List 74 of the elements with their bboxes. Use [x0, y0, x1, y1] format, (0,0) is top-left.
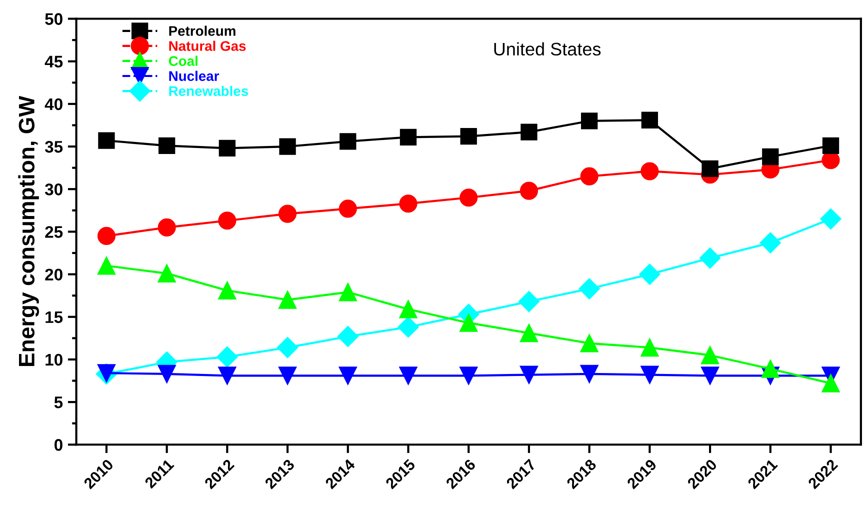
point: [340, 133, 356, 150]
point: [580, 112, 598, 130]
point: [278, 366, 297, 385]
point: [98, 132, 115, 149]
point: [460, 314, 478, 332]
point: [158, 364, 176, 383]
point: [400, 128, 417, 146]
point: [580, 167, 598, 186]
point: [580, 334, 598, 352]
y-tick-label: 30: [44, 184, 62, 196]
point: [338, 200, 357, 218]
y-tick-label: 15: [46, 311, 63, 324]
point: [398, 316, 419, 338]
text: United States: [494, 42, 601, 56]
y-tick-label: 35: [44, 140, 63, 153]
point: [639, 264, 660, 285]
y-tick-label: 5: [54, 396, 63, 408]
point: [820, 208, 842, 230]
point: [279, 138, 296, 155]
point: [580, 364, 598, 383]
point: [399, 366, 418, 385]
point: [762, 148, 779, 166]
point: [518, 291, 540, 312]
point: [218, 366, 236, 385]
point: [97, 226, 116, 245]
point: [278, 290, 297, 309]
point: [460, 188, 478, 207]
point: [700, 248, 721, 269]
point: [640, 366, 659, 384]
point: [218, 212, 236, 230]
point: [640, 338, 659, 357]
point: [218, 140, 236, 157]
point: [277, 337, 298, 358]
y-tick-label: 25: [45, 226, 63, 238]
point: [97, 256, 116, 275]
point: [399, 194, 418, 213]
point: [460, 128, 477, 145]
point: [520, 124, 538, 140]
point: [640, 162, 659, 180]
point: [520, 366, 538, 384]
point: [760, 232, 781, 254]
y-tick-label: 20: [45, 268, 62, 280]
legend-label: Renewables: [169, 86, 248, 96]
point: [218, 281, 236, 300]
point: [158, 218, 176, 236]
y-tick-label: 0: [54, 439, 62, 451]
point: [460, 366, 478, 385]
point: [338, 283, 357, 302]
point: [158, 264, 176, 282]
point: [520, 324, 538, 342]
y-tick-label: 45: [44, 56, 63, 68]
point: [338, 366, 357, 385]
point: [278, 204, 297, 223]
point: [702, 160, 718, 178]
point: [578, 278, 600, 300]
legend-label: Petroleum: [169, 26, 236, 36]
legend-label: Natural Gas: [169, 40, 246, 51]
point: [158, 137, 176, 154]
y-tick-label: 10: [46, 354, 62, 366]
y-axis-title: Energy consumption, GW: [18, 96, 40, 366]
legend-label: Nuclear: [169, 70, 220, 81]
point: [761, 360, 780, 378]
point: [399, 300, 418, 318]
y-tick-label: 40: [44, 98, 62, 110]
point: [701, 366, 720, 385]
point: [337, 326, 358, 347]
point: [822, 374, 840, 392]
point: [822, 137, 840, 154]
point: [216, 346, 238, 368]
point: [641, 112, 658, 128]
point: [520, 182, 538, 200]
y-tick-label: 50: [45, 13, 62, 25]
legend-label: Coal: [168, 56, 198, 66]
point: [701, 346, 720, 364]
